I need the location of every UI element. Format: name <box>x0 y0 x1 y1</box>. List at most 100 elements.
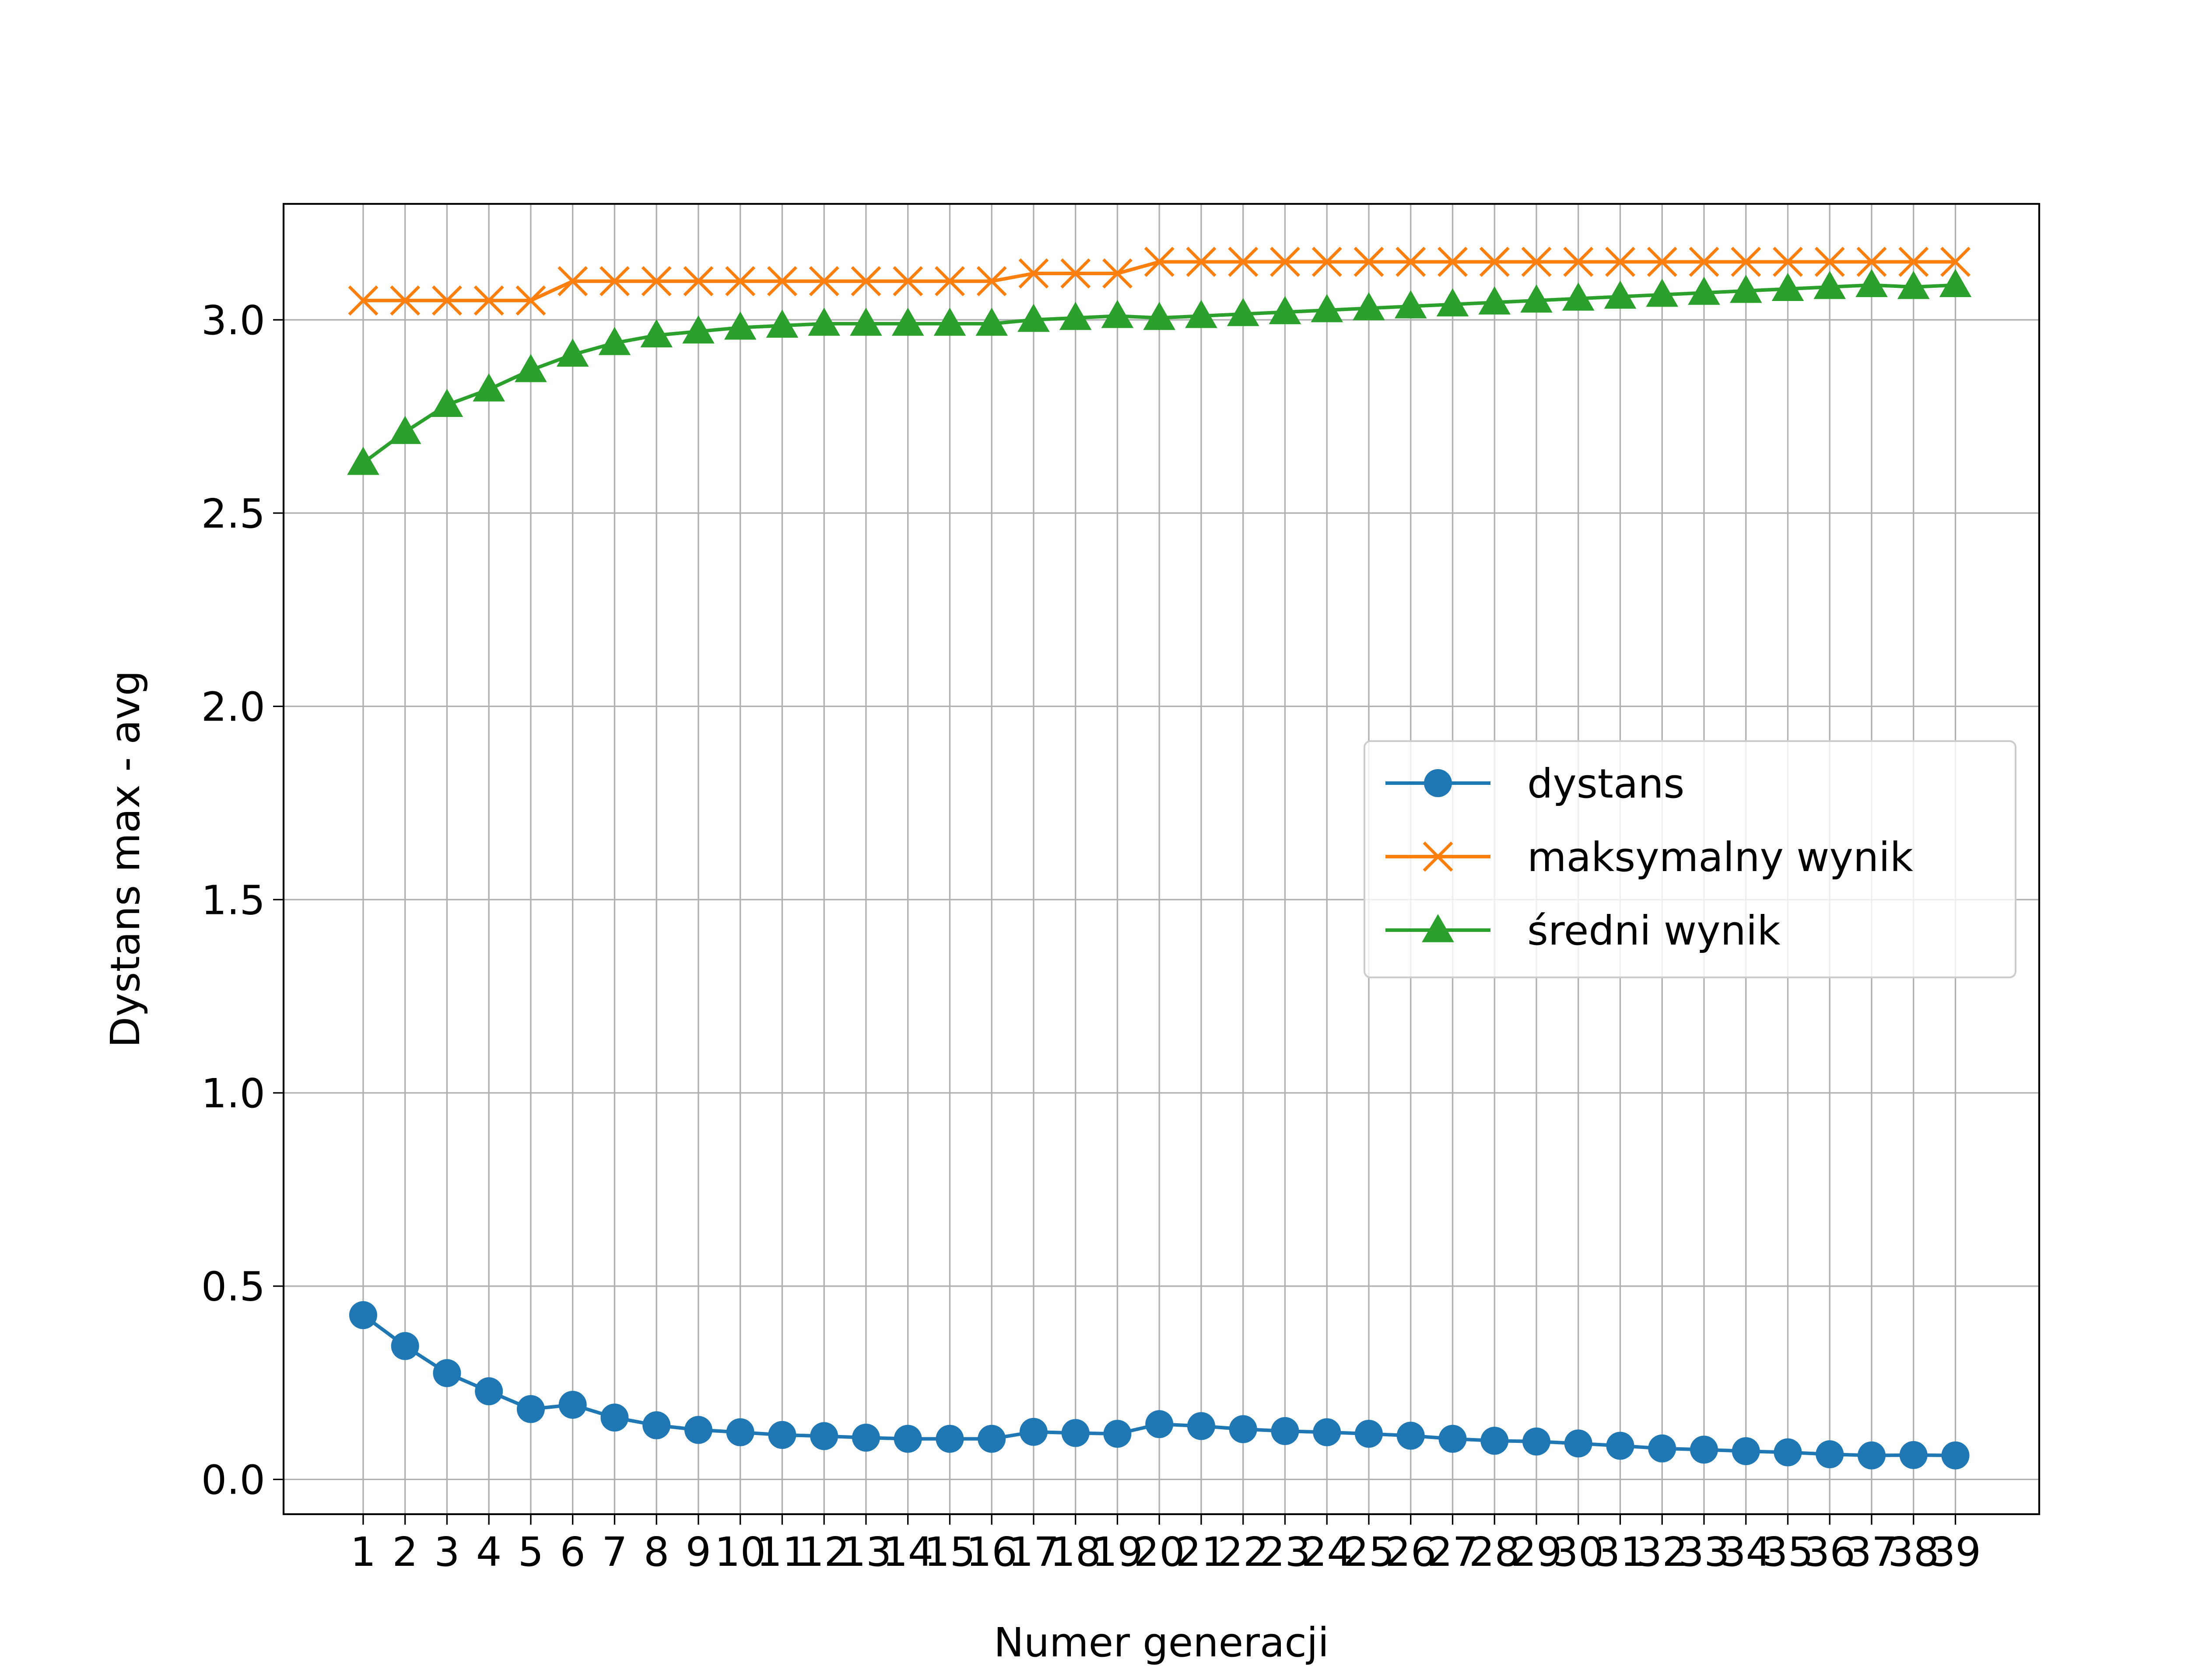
x-tick-label: 31 <box>1595 1529 1646 1575</box>
data-point <box>1018 258 1049 289</box>
x-tick-label: 26 <box>1385 1529 1436 1575</box>
data-point <box>473 285 504 316</box>
x-tick-label: 24 <box>1301 1529 1353 1575</box>
data-point <box>1436 288 1469 317</box>
y-tick-label: 2.5 <box>201 490 265 537</box>
x-tick-label: 38 <box>1888 1529 1939 1575</box>
x-tick-label: 21 <box>1175 1529 1227 1575</box>
data-point <box>1773 247 1803 277</box>
data-point <box>349 1301 377 1330</box>
y-tick-label: 3.0 <box>201 297 265 344</box>
data-point <box>1269 247 1300 277</box>
data-point <box>1562 282 1595 311</box>
data-point <box>1143 301 1176 330</box>
data-point <box>433 1359 461 1387</box>
data-point <box>641 266 672 297</box>
data-point <box>390 285 421 316</box>
data-point <box>1060 258 1091 289</box>
y-tick-label: 1.0 <box>201 1070 265 1117</box>
data-point <box>1816 1440 1844 1469</box>
x-tick-label: 2 <box>392 1529 418 1575</box>
data-point <box>1061 1419 1090 1447</box>
data-point <box>1771 273 1804 301</box>
data-point <box>1606 1432 1634 1460</box>
x-tick-label: 11 <box>757 1529 808 1575</box>
x-tick-label: 30 <box>1553 1529 1604 1575</box>
legend-marker <box>1423 841 1453 872</box>
data-point <box>1271 1417 1299 1446</box>
data-point <box>1856 247 1887 277</box>
x-tick-label: 34 <box>1720 1529 1771 1575</box>
data-point <box>1228 247 1259 277</box>
data-point <box>1059 301 1092 330</box>
data-point <box>1899 1441 1928 1469</box>
data-point <box>1774 1438 1802 1466</box>
x-tick-label: 23 <box>1259 1529 1311 1575</box>
data-point <box>682 315 715 344</box>
data-point <box>1187 1412 1215 1440</box>
data-point <box>1648 1434 1676 1463</box>
data-point <box>598 327 631 355</box>
data-point <box>1396 247 1426 277</box>
data-point <box>640 319 673 347</box>
data-point <box>1939 269 1972 298</box>
data-point <box>1520 284 1553 313</box>
data-point <box>766 309 799 338</box>
y-axis-label: Dystans max - avg <box>102 670 149 1048</box>
data-point <box>1897 271 1930 299</box>
data-point <box>852 1424 880 1452</box>
legend-item: średni wynik <box>1385 907 1781 954</box>
data-point <box>1522 1427 1550 1456</box>
x-tick-label: 1 <box>351 1529 376 1575</box>
data-point <box>891 308 924 336</box>
x-tick-label: 33 <box>1678 1529 1729 1575</box>
data-point <box>808 308 840 336</box>
data-point <box>1101 300 1134 328</box>
data-point <box>431 388 463 417</box>
series-0 <box>349 1301 1970 1470</box>
data-point <box>1689 247 1719 277</box>
data-point <box>1814 247 1845 277</box>
data-point <box>1311 294 1343 322</box>
data-point <box>1690 1435 1718 1464</box>
data-point <box>1353 292 1385 321</box>
data-point <box>976 266 1007 297</box>
data-point <box>1354 1420 1383 1448</box>
x-tick-label: 35 <box>1762 1529 1813 1575</box>
legend-label: maksymalny wynik <box>1527 834 1914 881</box>
data-point <box>1521 247 1552 277</box>
series-2 <box>347 269 1972 475</box>
data-point <box>1269 296 1301 324</box>
x-tick-label: 27 <box>1427 1529 1478 1575</box>
x-tick-label: 13 <box>840 1529 891 1575</box>
data-point <box>810 1422 838 1450</box>
data-point <box>975 308 1008 336</box>
data-point <box>724 311 757 340</box>
legend-label: dystans <box>1527 760 1684 807</box>
data-point <box>726 1418 754 1446</box>
data-point <box>599 266 630 297</box>
data-point <box>1480 1427 1509 1455</box>
y-tick-label: 0.5 <box>201 1264 265 1310</box>
x-tick-label: 39 <box>1930 1529 1981 1575</box>
x-tick-label: 20 <box>1134 1529 1185 1575</box>
data-point <box>1605 247 1635 277</box>
axes-frame <box>282 203 2041 1516</box>
y-tick-label: 2.0 <box>201 684 265 731</box>
x-tick-label: 17 <box>1008 1529 1059 1575</box>
data-point <box>515 285 546 316</box>
x-tick-label: 4 <box>476 1529 502 1575</box>
data-point <box>1647 247 1677 277</box>
data-point <box>389 416 421 444</box>
x-tick-label: 29 <box>1511 1529 1562 1575</box>
data-point <box>1185 300 1217 328</box>
data-point <box>1102 258 1133 289</box>
data-point <box>1353 247 1384 277</box>
data-point <box>1941 1441 1970 1470</box>
data-point <box>1313 1418 1341 1446</box>
data-point <box>558 266 588 297</box>
data-point <box>684 1416 712 1444</box>
data-point <box>1646 278 1679 307</box>
grid-lines <box>284 204 2039 1514</box>
